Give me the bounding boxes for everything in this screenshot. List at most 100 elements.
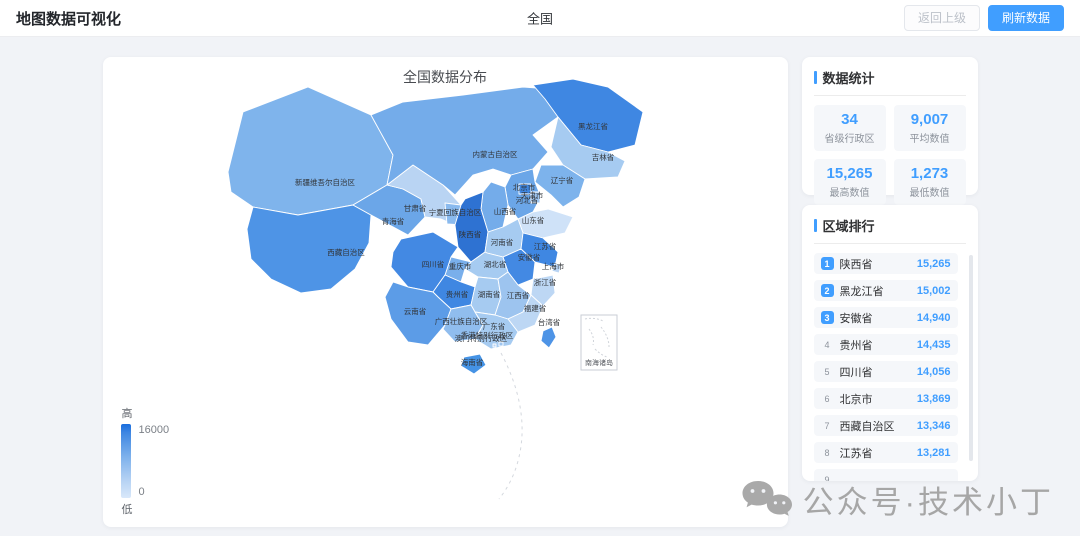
rank-province-name: 安徽省 xyxy=(839,312,873,325)
stat-value: 9,007 xyxy=(910,111,949,128)
province-region[interactable] xyxy=(550,116,625,180)
province-region[interactable] xyxy=(474,311,518,350)
province-label: 河南省 xyxy=(490,237,513,247)
province-region[interactable] xyxy=(246,204,371,294)
province-region[interactable] xyxy=(530,191,540,204)
stat-value: 34 xyxy=(841,111,858,128)
sea-islands-inset: 南海诸岛 xyxy=(580,314,617,371)
province-label: 重庆市 xyxy=(448,261,471,271)
province-region[interactable] xyxy=(532,78,643,153)
stat-label: 平均数值 xyxy=(909,134,950,145)
province-label: 内蒙古自治区 xyxy=(472,149,517,159)
province-label: 台湾省 xyxy=(537,317,560,327)
province-label: 贵州省 xyxy=(445,289,468,299)
province-label: 天津市 xyxy=(520,190,543,200)
stat-value: 1,273 xyxy=(910,165,949,182)
ranking-scrollbar[interactable] xyxy=(968,255,973,461)
stat-card: 34 省级行政区 xyxy=(813,105,886,151)
rank-value: 15,265 xyxy=(916,257,951,270)
ranking-row[interactable]: 4 贵州省 14,435 xyxy=(813,334,958,355)
province-label: 山东省 xyxy=(521,215,544,225)
rank-badge: 5 xyxy=(824,366,830,377)
province-label: 香港特别行政区 xyxy=(460,330,513,340)
stat-value: 15,265 xyxy=(826,165,873,182)
province-label: 浙江省 xyxy=(533,277,556,287)
sea-dash-line xyxy=(498,352,523,500)
ranking-row[interactable]: 9 xyxy=(813,469,958,482)
accent-bar-icon xyxy=(813,71,817,84)
ranking-row[interactable]: 6 北京市 13,869 xyxy=(813,388,958,409)
rank-province-name: 江苏省 xyxy=(839,447,873,460)
province-region[interactable] xyxy=(540,326,556,349)
rank-value: 13,281 xyxy=(916,446,951,459)
rank-province-name: 黑龙江省 xyxy=(839,285,884,298)
province-label: 四川省 xyxy=(421,259,444,269)
stats-grid: 34 省级行政区 9,007 平均数值 15,265 最高数值 1,273 最低数值 xyxy=(813,105,966,205)
ranking-row[interactable]: 1 陕西省 15,265 xyxy=(813,253,958,274)
ranking-panel-title: 区域排行 xyxy=(822,219,875,234)
rank-province-name: 西藏自治区 xyxy=(839,420,895,433)
province-label: 甘肃省 xyxy=(403,203,426,213)
ranking-row[interactable]: 8 江苏省 13,281 xyxy=(813,442,958,463)
ranking-row[interactable]: 5 四川省 14,056 xyxy=(813,361,958,382)
province-label: 宁夏回族自治区 xyxy=(428,207,481,217)
province-region[interactable] xyxy=(492,343,496,348)
province-label: 江苏省 xyxy=(533,241,556,251)
legend-low-label: 低 xyxy=(121,504,133,516)
province-region[interactable] xyxy=(530,274,555,307)
accent-bar-icon xyxy=(813,219,817,232)
province-region[interactable] xyxy=(498,341,503,347)
rank-badge: 6 xyxy=(824,393,830,404)
rank-badge: 9 xyxy=(824,474,830,482)
province-label: 海南省 xyxy=(460,357,483,367)
header-actions: 返回上级 刷新数据 xyxy=(903,5,1064,31)
rank-value: 13,869 xyxy=(916,392,951,405)
stats-panel: 数据统计 34 省级行政区 9,007 平均数值 15,265 最高数值 1,273 最低数值 xyxy=(801,57,978,205)
ranking-panel-header: 区域排行 xyxy=(813,216,966,244)
province-label: 江西省 xyxy=(506,290,529,300)
stat-label: 最高数值 xyxy=(829,188,870,199)
province-label: 广东省 xyxy=(482,321,505,331)
rank-province-name: 贵州省 xyxy=(839,339,873,352)
stat-card: 15,265 最高数值 xyxy=(813,159,886,205)
province-label: 河北省 xyxy=(515,195,538,205)
stats-panel-title: 数据统计 xyxy=(822,71,875,86)
stats-panel-header: 数据统计 xyxy=(813,68,966,96)
stat-label: 省级行政区 xyxy=(824,134,875,145)
app-header: 地图数据可视化 全国 返回上级 刷新数据 xyxy=(0,0,1080,37)
rank-badge: 3 xyxy=(820,311,834,324)
legend-max: 16000 xyxy=(138,424,170,436)
app-title: 地图数据可视化 xyxy=(16,10,122,28)
legend-high-label: 高 xyxy=(121,408,133,420)
province-region[interactable] xyxy=(534,164,585,208)
province-label: 新疆维吾尔自治区 xyxy=(295,177,355,187)
breadcrumb-region: 全国 xyxy=(526,11,554,27)
ranking-row[interactable]: 3 安徽省 14,940 xyxy=(813,307,958,328)
rank-province-name: 北京市 xyxy=(839,393,873,406)
stat-card: 1,273 最低数值 xyxy=(893,159,966,205)
province-region[interactable] xyxy=(551,262,561,274)
rank-badge: 4 xyxy=(824,339,830,350)
ranking-row[interactable]: 2 黑龙江省 15,002 xyxy=(813,280,958,301)
ranking-row[interactable]: 7 西藏自治区 13,346 xyxy=(813,415,958,436)
stat-card: 9,007 平均数值 xyxy=(893,105,966,151)
province-label: 山西省 xyxy=(493,206,516,216)
province-region[interactable] xyxy=(460,353,486,375)
refresh-button[interactable]: 刷新数据 xyxy=(987,5,1064,31)
province-label: 陕西省 xyxy=(458,229,481,239)
back-button[interactable]: 返回上级 xyxy=(903,5,980,31)
rank-value: 14,940 xyxy=(916,311,951,324)
province-label: 上海市 xyxy=(541,261,564,271)
inset-label: 南海诸岛 xyxy=(585,358,613,367)
rank-value: 14,435 xyxy=(916,338,951,351)
map-legend: 高 16000 0 低 xyxy=(120,405,170,517)
rank-value: 14,056 xyxy=(916,365,951,378)
province-label: 吉林省 xyxy=(591,152,614,162)
rank-badge: 8 xyxy=(824,447,830,458)
province-label: 黑龙江省 xyxy=(578,121,608,131)
map-card: 全国数据分布 新疆维吾尔自治区 西藏自治区 青海省 甘肃省 宁夏回族自治区 内蒙古自治区 黑… xyxy=(102,57,788,527)
rank-badge: 1 xyxy=(820,257,834,270)
legend-gradient-bar[interactable] xyxy=(120,424,131,498)
province-label: 云南省 xyxy=(403,306,426,316)
